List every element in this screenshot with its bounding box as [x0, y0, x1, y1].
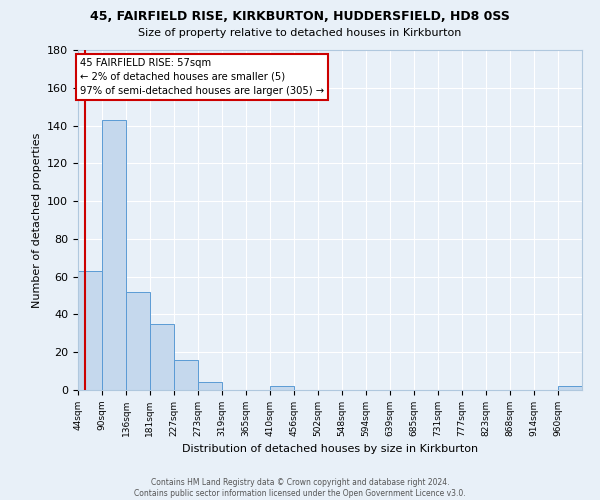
Bar: [102, 120, 126, 390]
Text: Size of property relative to detached houses in Kirkburton: Size of property relative to detached ho…: [139, 28, 461, 38]
Bar: [270, 386, 294, 390]
Bar: [126, 292, 150, 390]
Text: 45, FAIRFIELD RISE, KIRKBURTON, HUDDERSFIELD, HD8 0SS: 45, FAIRFIELD RISE, KIRKBURTON, HUDDERSF…: [90, 10, 510, 23]
Bar: [150, 324, 174, 390]
X-axis label: Distribution of detached houses by size in Kirkburton: Distribution of detached houses by size …: [182, 444, 478, 454]
Bar: [174, 360, 198, 390]
Bar: [198, 382, 222, 390]
Text: Contains HM Land Registry data © Crown copyright and database right 2024.
Contai: Contains HM Land Registry data © Crown c…: [134, 478, 466, 498]
Bar: [78, 271, 102, 390]
Y-axis label: Number of detached properties: Number of detached properties: [32, 132, 41, 308]
Bar: [558, 386, 582, 390]
Text: 45 FAIRFIELD RISE: 57sqm
← 2% of detached houses are smaller (5)
97% of semi-det: 45 FAIRFIELD RISE: 57sqm ← 2% of detache…: [80, 58, 324, 96]
